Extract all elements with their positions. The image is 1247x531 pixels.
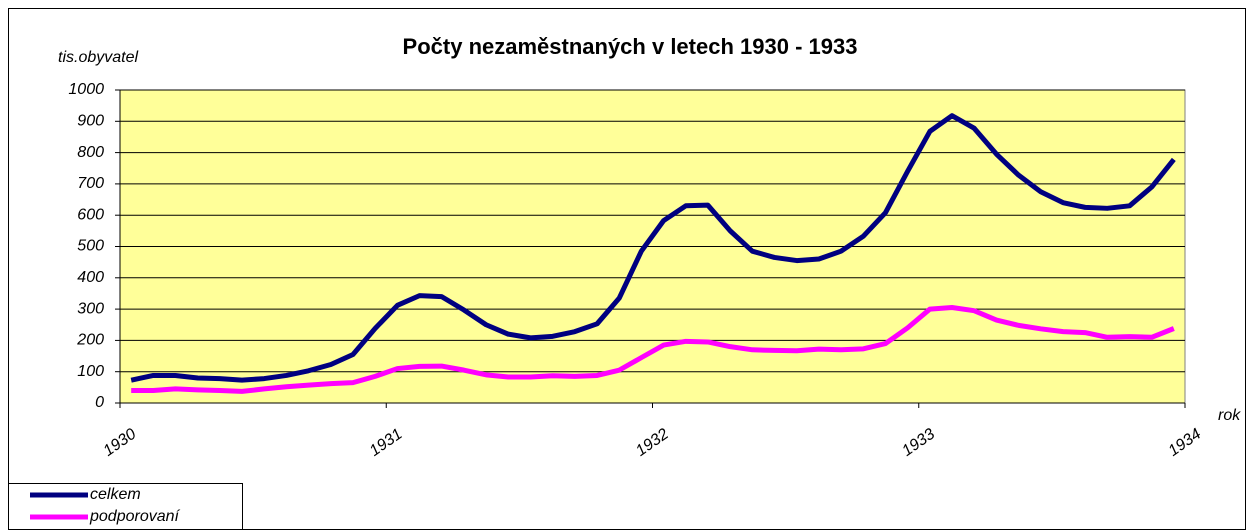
y-tick-label: 400 <box>77 269 104 286</box>
chart-title: Počty nezaměstnaných v letech 1930 - 193… <box>403 34 858 59</box>
y-tick-label: 900 <box>77 113 104 130</box>
y-tick-label: 600 <box>77 206 104 223</box>
x-axis-label: rok <box>1218 407 1241 424</box>
legend-label: podporovaní <box>89 508 181 525</box>
y-tick-label: 700 <box>77 175 104 192</box>
y-tick-label: 200 <box>76 332 104 349</box>
y-tick-label: 500 <box>77 238 104 255</box>
y-axis-label: tis.obyvatel <box>58 49 138 66</box>
y-tick-label: 800 <box>77 144 104 161</box>
line-series <box>131 305 1175 394</box>
y-tick-label: 0 <box>95 394 104 411</box>
legend <box>8 483 243 530</box>
line-series <box>130 113 1176 383</box>
y-tick-label: 100 <box>77 363 104 380</box>
y-tick-label: 300 <box>77 300 104 317</box>
legend-label: celkem <box>90 486 141 503</box>
y-tick-label: 1000 <box>68 81 104 98</box>
